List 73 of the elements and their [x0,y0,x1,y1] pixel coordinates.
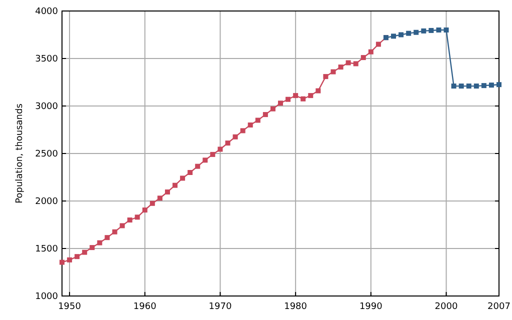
point [225,140,230,146]
point [353,61,358,66]
point [172,182,178,188]
point [60,260,64,265]
point [474,84,479,89]
point [458,84,464,89]
point [330,69,336,74]
x-tick-label: 1960 [133,302,157,312]
point [428,28,434,33]
point [300,96,306,102]
point [316,88,321,94]
point [368,49,374,54]
y-tick-label: 1000 [35,292,58,302]
point [488,82,494,88]
point [142,208,148,213]
point [134,214,140,220]
point [496,82,502,88]
point [82,250,88,255]
point [391,34,396,39]
x-tick-label: 1980 [284,302,308,312]
point [466,84,472,89]
point [481,83,486,88]
point [188,170,193,175]
point [308,93,314,98]
point [293,93,298,98]
point [444,28,449,32]
point [346,60,351,66]
y-tick-label: 3500 [35,54,58,64]
point [120,223,125,228]
point [74,254,80,260]
point [180,176,186,181]
point [67,257,72,262]
y-tick-label: 3000 [35,102,58,112]
point [376,42,381,47]
point [97,240,102,246]
point [323,74,328,80]
point [262,112,268,118]
point [150,200,155,206]
point [451,84,456,89]
point [104,235,110,240]
y-tick-label: 2000 [35,197,58,207]
point [90,245,95,250]
point [157,196,162,201]
point [232,134,238,140]
point [195,164,200,169]
point [406,30,412,36]
x-tick-label: 2000 [434,302,458,312]
x-tick-label: 1990 [359,302,383,312]
point [112,229,118,234]
x-tick-label: 2007 [488,302,510,312]
point [255,118,260,123]
point [210,152,216,157]
point [398,32,404,38]
x-tick-label: 1950 [58,302,82,312]
y-tick-label: 1500 [35,244,58,254]
point [338,64,344,70]
point [286,96,291,102]
point [240,128,246,134]
x-tick-label: 1970 [208,302,232,312]
point [436,28,442,32]
point [360,55,366,60]
point [414,30,419,35]
point [202,158,208,163]
point [270,106,276,112]
y-tick-label: 4000 [35,7,58,17]
point [218,146,223,152]
point [127,218,132,222]
point [278,100,283,106]
point [164,189,170,194]
point [421,28,426,34]
y-axis-title: Population, thousands [15,103,25,204]
y-tick-label: 2500 [35,150,58,160]
point [248,122,253,128]
